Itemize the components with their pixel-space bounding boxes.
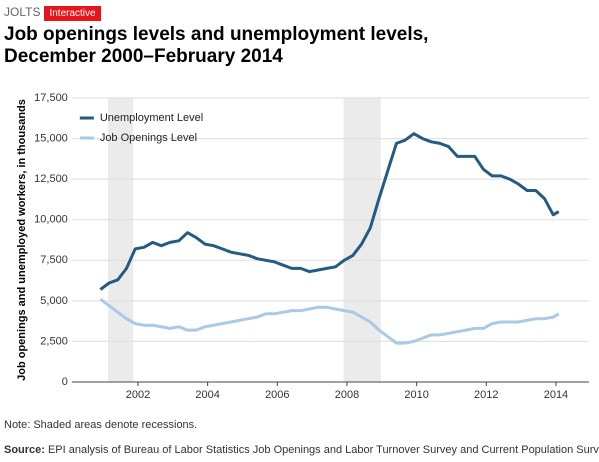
- y-tick-label: 2,500: [40, 335, 68, 347]
- header: JOLTS Interactive: [4, 5, 101, 21]
- y-tick-label: 5,000: [40, 295, 68, 307]
- x-tick-label: 2004: [195, 389, 219, 401]
- y-tick-label: 12,500: [34, 173, 68, 185]
- chart-title: Job openings levels and unemployment lev…: [4, 24, 429, 67]
- x-tick-label: 2002: [126, 389, 150, 401]
- y-tick-label: 17,500: [34, 92, 68, 104]
- y-tick-label: 10,000: [34, 214, 68, 226]
- plot: 0 2,500 5,000 7,500 10,000 12,500 15,000 17,500…: [34, 92, 590, 401]
- y-axis-label: Job openings and unemployed workers, in …: [16, 99, 28, 381]
- y-tick-label: 0: [62, 376, 68, 388]
- source: Source: EPI analysis of Bureau of Labor S…: [4, 444, 599, 456]
- x-tick-label: 2012: [474, 389, 498, 401]
- x-tick-label: 2010: [404, 389, 428, 401]
- series-line: [99, 132, 560, 291]
- x-tick-label: 2008: [335, 389, 359, 401]
- series-line: [99, 297, 560, 345]
- y-tick-label: 15,000: [34, 132, 68, 144]
- x-tick-label: 2006: [265, 389, 289, 401]
- note: Note: Shaded areas denote recessions.: [4, 419, 197, 431]
- legend-label: Unemployment Level: [100, 112, 203, 124]
- legend-label: Job Openings Level: [100, 132, 197, 144]
- y-tick-label: 7,500: [40, 254, 68, 266]
- section: JOLTS: [4, 5, 41, 19]
- x-tick-label: 2014: [544, 389, 568, 401]
- badge[interactable]: Interactive: [44, 6, 101, 21]
- source-text: EPI analysis of Bureau of Labor Statisti…: [48, 444, 599, 456]
- recession-band: [108, 98, 134, 382]
- source-label: Source:: [4, 444, 45, 456]
